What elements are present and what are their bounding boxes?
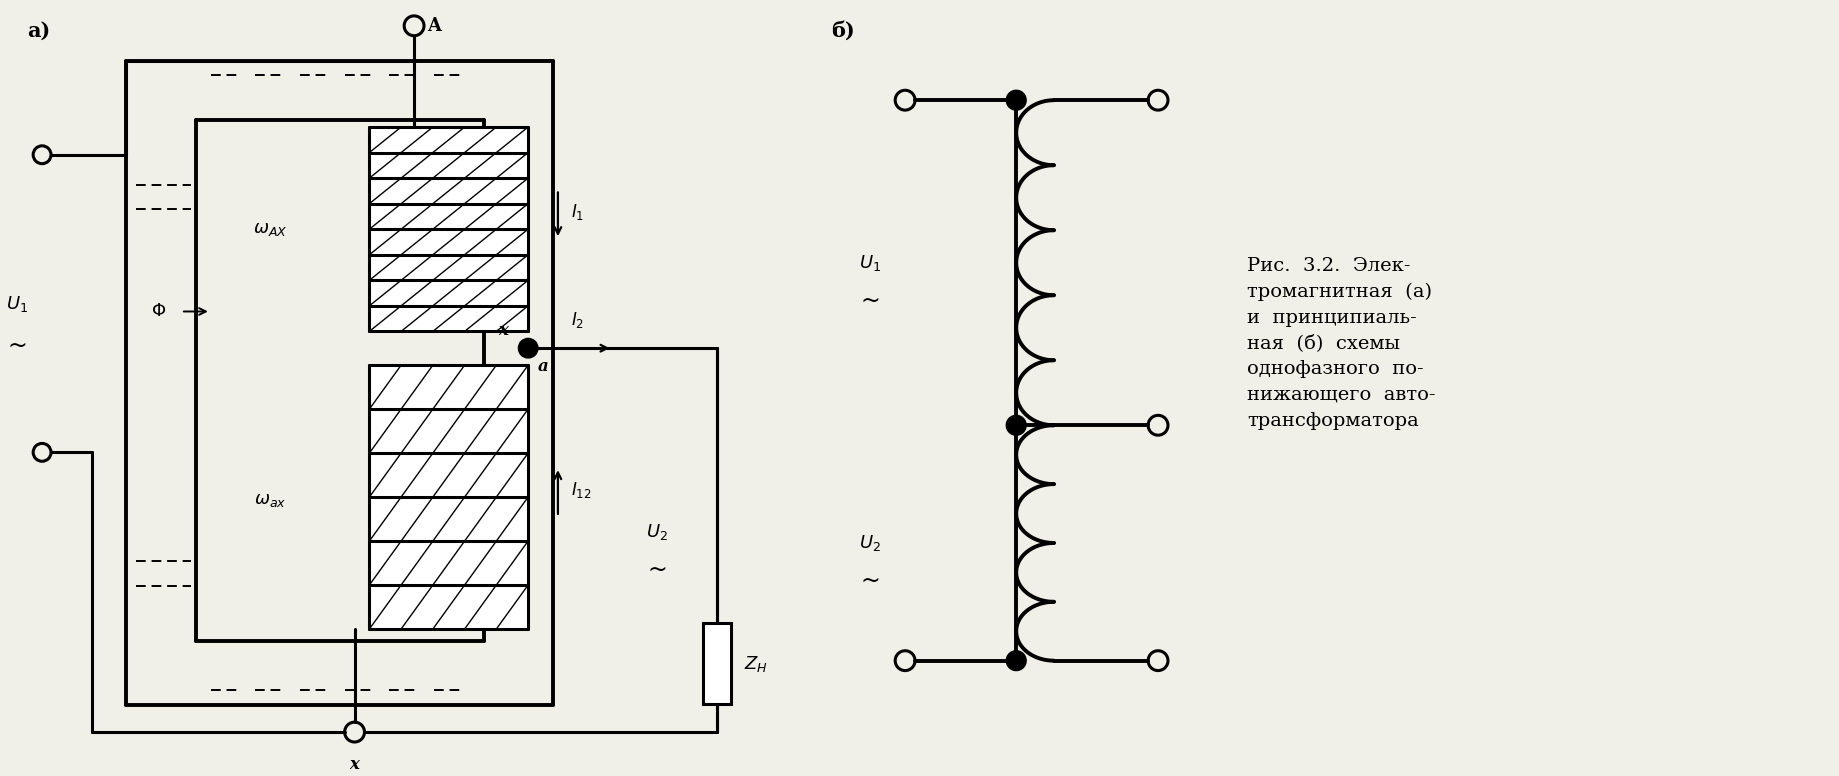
Circle shape bbox=[1006, 415, 1026, 435]
Text: x: x bbox=[349, 756, 359, 773]
Text: $I_{12}$: $I_{12}$ bbox=[570, 480, 592, 500]
Text: ~: ~ bbox=[7, 333, 28, 357]
Text: x: x bbox=[498, 322, 508, 339]
Text: $\omega_{ax}$: $\omega_{ax}$ bbox=[254, 491, 287, 509]
Text: $\omega_{AX}$: $\omega_{AX}$ bbox=[254, 220, 287, 238]
Text: ~: ~ bbox=[647, 558, 668, 582]
Text: $Z_H$: $Z_H$ bbox=[745, 653, 769, 674]
Circle shape bbox=[1006, 651, 1026, 670]
Text: a): a) bbox=[28, 21, 50, 41]
Text: $\Phi$: $\Phi$ bbox=[151, 303, 166, 320]
Text: $I_1$: $I_1$ bbox=[570, 203, 585, 222]
Text: $U_1$: $U_1$ bbox=[6, 293, 28, 314]
Text: A: A bbox=[427, 17, 441, 35]
Text: б): б) bbox=[831, 21, 855, 41]
Text: ~: ~ bbox=[861, 289, 881, 313]
Text: $I_2$: $I_2$ bbox=[572, 310, 585, 331]
Circle shape bbox=[1006, 90, 1026, 110]
Text: a: a bbox=[539, 358, 548, 375]
Text: $U_1$: $U_1$ bbox=[859, 253, 881, 272]
Text: Рис.  3.2.  Элек-
тромагнитная  (а)
и  принципиаль-
ная  (б)  схемы
однофазного : Рис. 3.2. Элек- тромагнитная (а) и принц… bbox=[1247, 257, 1436, 430]
Text: $U_2$: $U_2$ bbox=[645, 522, 668, 542]
Text: ~: ~ bbox=[861, 569, 881, 593]
Circle shape bbox=[519, 339, 537, 357]
Text: $U_2$: $U_2$ bbox=[859, 533, 881, 553]
Bar bbox=[702, 623, 730, 705]
